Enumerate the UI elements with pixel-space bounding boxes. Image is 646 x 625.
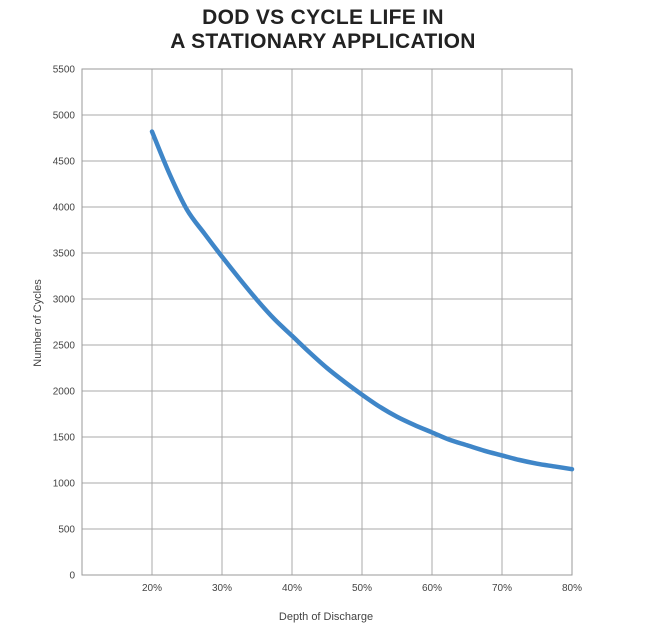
x-tick-label: 20%: [142, 583, 162, 594]
y-tick-label: 5500: [53, 65, 76, 76]
series-line: [149, 129, 575, 472]
y-tick-label: 0: [69, 571, 75, 582]
y-axis-ticks: 0 500 1000 1500 2000 2500 3000 3500 4000 4500 5000…: [53, 65, 76, 582]
chart-title-line-2: A STATIONARY APPLICATION: [170, 30, 476, 53]
chart-title-line-1: DOD VS CYCLE LIFE IN: [202, 6, 444, 29]
y-tick-label: 500: [58, 525, 75, 536]
y-tick-label: 2000: [53, 387, 76, 398]
x-axis-ticks: 20% 30% 40% 50% 60% 70% 80%: [142, 583, 582, 594]
y-tick-label: 1000: [53, 479, 76, 490]
y-tick-label: 4500: [53, 157, 76, 168]
y-tick-label: 2500: [53, 341, 76, 352]
x-tick-label: 60%: [422, 583, 442, 594]
y-tick-label: 4000: [53, 203, 76, 214]
x-tick-label: 40%: [282, 583, 302, 594]
y-tick-label: 1500: [53, 433, 76, 444]
x-tick-label: 80%: [562, 583, 582, 594]
y-tick-label: 3500: [53, 249, 76, 260]
plot-frame: [81, 68, 573, 576]
x-axis-label: Depth of Discharge: [279, 611, 373, 623]
x-tick-label: 30%: [212, 583, 232, 594]
chart-title: DOD VS CYCLE LIFE IN A STATIONARY APPLIC…: [0, 6, 646, 54]
x-tick-label: 50%: [352, 583, 372, 594]
y-tick-label: 3000: [53, 295, 76, 306]
x-tick-label: 70%: [492, 583, 512, 594]
y-axis-label: Number of Cycles: [32, 279, 44, 367]
y-tick-label: 5000: [53, 111, 76, 122]
